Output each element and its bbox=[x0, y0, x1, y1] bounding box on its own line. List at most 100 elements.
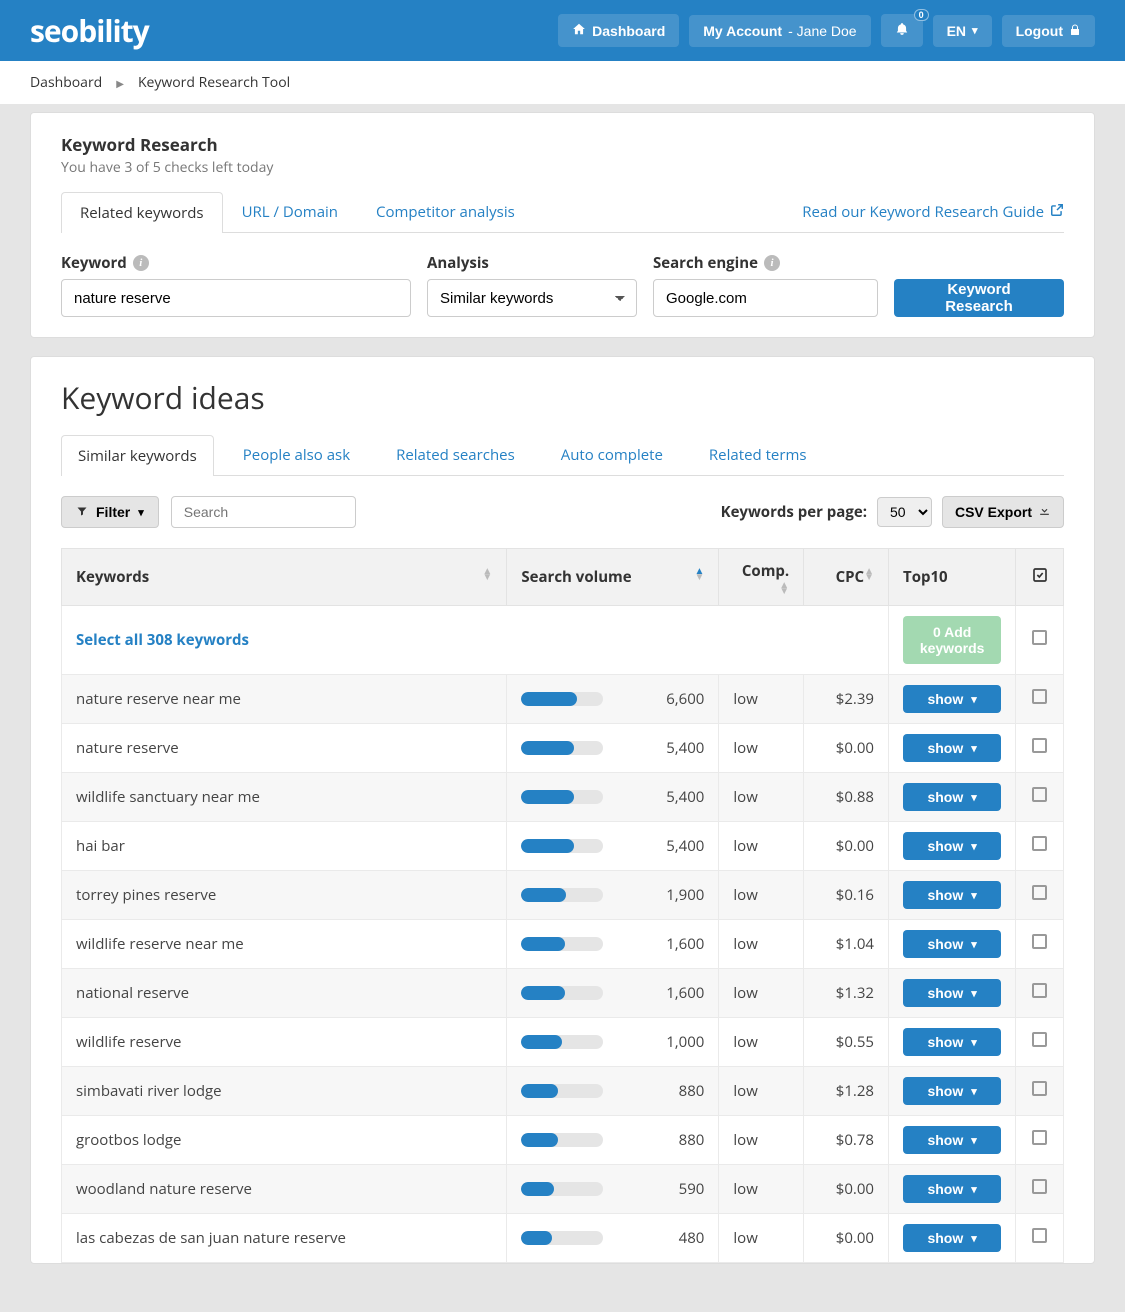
show-button[interactable]: show ▾ bbox=[903, 930, 1001, 958]
keyword-cell: wildlife reserve near me bbox=[62, 920, 507, 969]
competition-cell: low bbox=[719, 1214, 804, 1263]
logout-label: Logout bbox=[1016, 23, 1063, 39]
show-button[interactable]: show ▾ bbox=[903, 1224, 1001, 1252]
row-checkbox-cell bbox=[1016, 1165, 1064, 1214]
column-search-volume[interactable]: Search volume▲▼ bbox=[507, 549, 719, 606]
show-button[interactable]: show ▾ bbox=[903, 1126, 1001, 1154]
show-button[interactable]: show ▾ bbox=[903, 1175, 1001, 1203]
guide-link-label: Read our Keyword Research Guide bbox=[802, 202, 1044, 222]
show-button[interactable]: show ▾ bbox=[903, 783, 1001, 811]
search-input[interactable] bbox=[171, 496, 356, 528]
keyword-cell: las cabezas de san juan nature reserve bbox=[62, 1214, 507, 1263]
show-button[interactable]: show ▾ bbox=[903, 832, 1001, 860]
show-button[interactable]: show ▾ bbox=[903, 979, 1001, 1007]
volume-cell: 590 bbox=[507, 1165, 719, 1214]
sort-icon: ▲▼ bbox=[694, 567, 704, 579]
volume-cell: 5,400 bbox=[507, 724, 719, 773]
analysis-select[interactable]: Similar keywords bbox=[427, 279, 637, 317]
keyword-cell: torrey pines reserve bbox=[62, 871, 507, 920]
row-checkbox[interactable] bbox=[1032, 836, 1047, 851]
guide-link[interactable]: Read our Keyword Research Guide bbox=[802, 202, 1064, 222]
competition-cell: low bbox=[719, 822, 804, 871]
keywords-per-page-select[interactable]: 50 bbox=[877, 497, 932, 527]
add-keywords-button[interactable]: 0 Add keywords bbox=[903, 616, 1001, 664]
tab-related-searches[interactable]: Related searches bbox=[379, 434, 532, 475]
row-checkbox[interactable] bbox=[1032, 885, 1047, 900]
cpc-cell: $0.00 bbox=[804, 822, 889, 871]
table-row: nature reserve near me6,600low$2.39show … bbox=[62, 675, 1064, 724]
chevron-down-icon: ▾ bbox=[971, 1085, 977, 1098]
breadcrumb-root[interactable]: Dashboard bbox=[30, 73, 102, 92]
tab-competitor-analysis[interactable]: Competitor analysis bbox=[357, 191, 534, 232]
dashboard-button[interactable]: Dashboard bbox=[558, 14, 679, 47]
tab-auto-complete[interactable]: Auto complete bbox=[544, 434, 680, 475]
my-account-button[interactable]: My Account - Jane Doe bbox=[689, 15, 870, 47]
volume-cell: 5,400 bbox=[507, 822, 719, 871]
volume-cell: 1,600 bbox=[507, 920, 719, 969]
row-checkbox[interactable] bbox=[1032, 689, 1047, 704]
cpc-cell: $1.32 bbox=[804, 969, 889, 1018]
row-checkbox[interactable] bbox=[1032, 1081, 1047, 1096]
research-subtitle: You have 3 of 5 checks left today bbox=[61, 158, 1064, 177]
tab-people-also-ask[interactable]: People also ask bbox=[226, 434, 367, 475]
show-button[interactable]: show ▾ bbox=[903, 1077, 1001, 1105]
info-icon[interactable]: i bbox=[764, 255, 780, 271]
column-cpc[interactable]: CPC ▲▼ bbox=[804, 549, 889, 606]
notification-count: 0 bbox=[914, 9, 929, 21]
column-keywords[interactable]: Keywords▲▼ bbox=[62, 549, 507, 606]
top10-cell: show ▾ bbox=[889, 675, 1016, 724]
filter-button[interactable]: Filter ▾ bbox=[61, 496, 159, 528]
row-checkbox[interactable] bbox=[1032, 1228, 1047, 1243]
cpc-cell: $0.88 bbox=[804, 773, 889, 822]
chevron-down-icon: ▾ bbox=[971, 938, 977, 951]
row-checkbox-cell bbox=[1016, 871, 1064, 920]
select-all-link[interactable]: Select all 308 keywords bbox=[76, 630, 249, 650]
row-checkbox[interactable] bbox=[1032, 1032, 1047, 1047]
select-all-checkbox[interactable] bbox=[1032, 630, 1047, 645]
row-checkbox[interactable] bbox=[1032, 738, 1047, 753]
tab-url-domain[interactable]: URL / Domain bbox=[223, 191, 357, 232]
competition-cell: low bbox=[719, 675, 804, 724]
show-button[interactable]: show ▾ bbox=[903, 685, 1001, 713]
keyword-research-button[interactable]: Keyword Research bbox=[894, 279, 1064, 317]
keyword-cell: hai bar bbox=[62, 822, 507, 871]
table-row: las cabezas de san juan nature reserve48… bbox=[62, 1214, 1064, 1263]
show-button[interactable]: show ▾ bbox=[903, 1028, 1001, 1056]
show-button[interactable]: show ▾ bbox=[903, 881, 1001, 909]
notifications-button[interactable]: 0 bbox=[881, 14, 923, 47]
search-engine-input[interactable] bbox=[653, 279, 878, 317]
row-checkbox[interactable] bbox=[1032, 983, 1047, 998]
row-checkbox[interactable] bbox=[1032, 1179, 1047, 1194]
chevron-down-icon: ▾ bbox=[971, 987, 977, 1000]
tab-related-keywords[interactable]: Related keywords bbox=[61, 192, 223, 233]
chevron-down-icon: ▾ bbox=[138, 506, 144, 519]
info-icon[interactable]: i bbox=[133, 255, 149, 271]
volume-cell: 6,600 bbox=[507, 675, 719, 724]
competition-cell: low bbox=[719, 969, 804, 1018]
home-icon bbox=[572, 22, 586, 39]
volume-cell: 5,400 bbox=[507, 773, 719, 822]
language-button[interactable]: EN ▾ bbox=[933, 15, 992, 47]
row-checkbox-cell bbox=[1016, 1214, 1064, 1263]
volume-cell: 1,900 bbox=[507, 871, 719, 920]
keyword-input[interactable] bbox=[61, 279, 411, 317]
row-checkbox-cell bbox=[1016, 920, 1064, 969]
column-competition[interactable]: Comp. ▲▼ bbox=[719, 549, 804, 606]
tab-related-terms[interactable]: Related terms bbox=[692, 434, 824, 475]
lock-icon bbox=[1069, 23, 1081, 39]
competition-cell: low bbox=[719, 1067, 804, 1116]
row-checkbox-cell bbox=[1016, 822, 1064, 871]
language-label: EN bbox=[947, 23, 966, 39]
csv-export-button[interactable]: CSV Export bbox=[942, 496, 1064, 528]
table-row: woodland nature reserve590low$0.00show ▾ bbox=[62, 1165, 1064, 1214]
top10-cell: show ▾ bbox=[889, 1018, 1016, 1067]
tab-similar-keywords[interactable]: Similar keywords bbox=[61, 435, 214, 476]
row-checkbox[interactable] bbox=[1032, 934, 1047, 949]
row-checkbox[interactable] bbox=[1032, 787, 1047, 802]
show-button[interactable]: show ▾ bbox=[903, 734, 1001, 762]
logout-button[interactable]: Logout bbox=[1002, 15, 1095, 47]
breadcrumb: Dashboard ▶ Keyword Research Tool bbox=[0, 61, 1125, 104]
row-checkbox[interactable] bbox=[1032, 1130, 1047, 1145]
chevron-down-icon: ▾ bbox=[971, 1036, 977, 1049]
search-engine-label: Search engine i bbox=[653, 253, 878, 273]
